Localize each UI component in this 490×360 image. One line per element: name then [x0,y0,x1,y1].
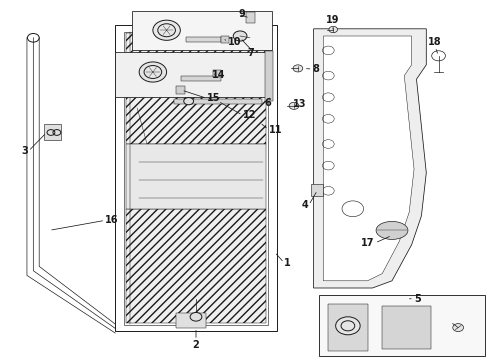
Text: 8: 8 [313,64,319,74]
Polygon shape [318,295,485,356]
Polygon shape [323,36,414,281]
Text: 6: 6 [264,98,271,108]
Text: 7: 7 [247,48,254,58]
Polygon shape [176,86,185,94]
Circle shape [190,312,202,321]
Text: 3: 3 [22,146,28,156]
Polygon shape [213,70,221,77]
Text: 18: 18 [428,37,442,47]
Text: 9: 9 [239,9,245,19]
Circle shape [329,26,338,33]
Text: 10: 10 [228,37,242,47]
Polygon shape [246,12,255,23]
Polygon shape [115,52,272,97]
Bar [126,209,266,323]
Bar [126,33,266,144]
Text: 19: 19 [325,15,339,25]
Circle shape [153,20,180,40]
Circle shape [293,65,303,72]
Polygon shape [181,76,221,81]
Polygon shape [220,36,229,43]
Circle shape [453,324,464,332]
Text: 5: 5 [414,294,421,304]
Circle shape [184,98,194,105]
Text: 2: 2 [193,340,199,350]
Text: 11: 11 [269,125,282,135]
Circle shape [233,31,247,41]
Text: 16: 16 [105,215,119,225]
Text: 4: 4 [302,200,309,210]
Bar [176,313,206,328]
Ellipse shape [376,221,408,239]
Polygon shape [174,99,262,104]
Circle shape [139,62,167,82]
Circle shape [289,102,299,109]
Bar [126,144,266,209]
Polygon shape [44,124,61,140]
Text: 1: 1 [284,258,291,268]
Polygon shape [186,37,220,42]
Polygon shape [311,184,323,196]
Circle shape [336,317,360,335]
Polygon shape [314,29,426,288]
Text: 13: 13 [293,99,307,109]
Text: 14: 14 [212,69,225,80]
Text: 17: 17 [361,238,375,248]
Polygon shape [382,306,431,349]
Polygon shape [328,304,368,351]
Text: 15: 15 [207,93,220,103]
Polygon shape [132,11,272,50]
Polygon shape [265,51,273,101]
Text: 12: 12 [243,110,256,120]
